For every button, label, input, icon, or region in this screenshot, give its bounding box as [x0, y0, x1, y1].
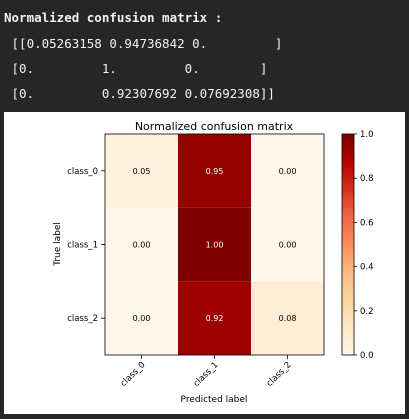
- x-tick-label: class_1: [192, 360, 221, 389]
- heatmap-cell: [178, 207, 251, 282]
- chart-title: Normalized confusion matrix: [135, 120, 294, 133]
- cell-value-label: 0.00: [133, 314, 151, 323]
- colorbar-tick-label: 0.4: [360, 263, 374, 273]
- heatmap-cell: [105, 281, 178, 355]
- colorbar-tick-label: 0.6: [360, 218, 374, 228]
- cell-value-label: 0.00: [279, 241, 297, 250]
- console-row-2: [0. 1. 0. ]: [4, 61, 268, 76]
- x-tick-label: class_2: [265, 360, 294, 389]
- colorbar: [341, 133, 355, 356]
- y-tick-label: class_2: [67, 314, 98, 324]
- heatmap-cell: [251, 207, 324, 282]
- console-header: Normalized confusion matrix :: [4, 10, 223, 25]
- y-tick-label: class_1: [67, 241, 98, 251]
- heatmap-cell: [105, 207, 178, 282]
- cell-value-label: 0.00: [133, 241, 151, 250]
- console-row-3: [0. 0.92307692 0.07692308]]: [4, 86, 275, 101]
- cell-value-label: 1.00: [206, 241, 224, 250]
- console-output: Normalized confusion matrix : [[0.052631…: [0, 0, 409, 108]
- cell-value-label: 0.08: [279, 314, 297, 323]
- heatmap-cell: [178, 281, 251, 355]
- colorbar-tick-label: 1.0: [360, 130, 374, 140]
- console-row-1: [[0.05263158 0.94736842 0. ]: [4, 36, 283, 51]
- figure-area: Normalized confusion matrix 0.05 0.95 0.00…: [4, 112, 405, 414]
- heatmap-cell: [105, 134, 178, 208]
- heatmap-cell: [178, 134, 251, 208]
- cell-value-label: 0.00: [279, 167, 297, 176]
- x-axis-label: Predicted label: [181, 395, 248, 405]
- cell-value-label: 0.05: [133, 167, 151, 176]
- colorbar-tick-label: 0.8: [360, 174, 374, 184]
- x-tick-label: class_0: [119, 360, 148, 389]
- colorbar-tick-label: 0.2: [360, 307, 374, 317]
- y-axis-label: True label: [53, 222, 63, 267]
- cell-value-label: 0.95: [206, 167, 224, 176]
- heatmap-cell: [251, 281, 324, 355]
- confusion-matrix-chart: Normalized confusion matrix 0.05 0.95 0.00…: [53, 120, 374, 405]
- heatmap-cell: [251, 134, 324, 208]
- cell-value-label: 0.92: [206, 314, 224, 323]
- colorbar-tick-label: 0.0: [360, 351, 374, 361]
- y-tick-label: class_0: [67, 167, 98, 177]
